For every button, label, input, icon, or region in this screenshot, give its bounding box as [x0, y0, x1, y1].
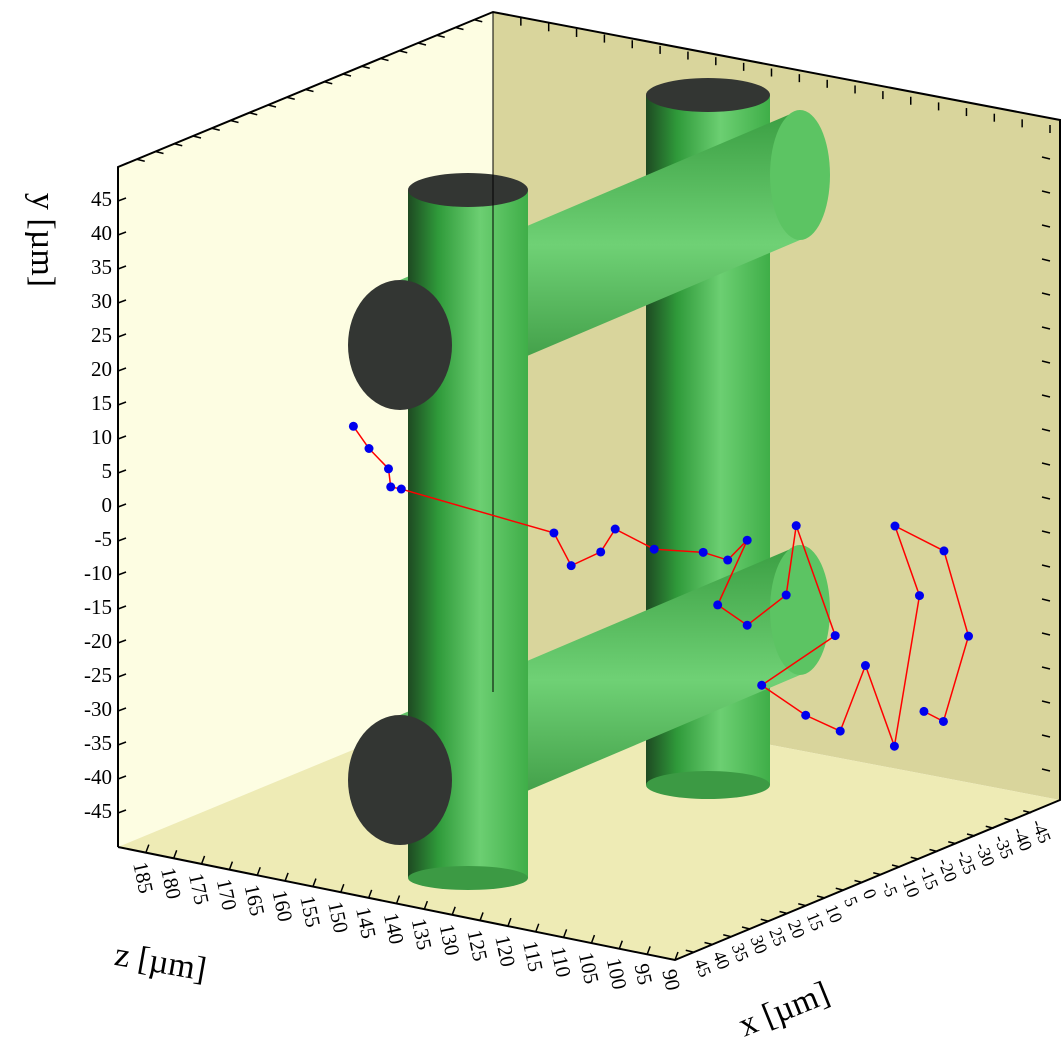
z-tick-label: 95: [630, 961, 658, 987]
z-tick-label: 100: [602, 956, 632, 992]
z-tick-label: 90: [657, 967, 685, 993]
trajectory-point: [611, 525, 620, 534]
y-tick-label: -20: [84, 629, 112, 653]
y-tick-label: -25: [84, 663, 112, 687]
trajectory-point: [890, 742, 899, 751]
trajectory-point: [861, 661, 870, 670]
z-tick-label: 125: [462, 928, 492, 964]
y-tick-label: -30: [84, 697, 112, 721]
y-tick-label: 25: [91, 323, 112, 347]
x-axis-label: x [µm]: [733, 975, 834, 1045]
y-axis-label: y [µm]: [24, 193, 61, 287]
y-tick-label: -5: [95, 527, 113, 551]
y-tick-label: -10: [84, 561, 112, 585]
z-tick-label: 180: [156, 865, 186, 901]
z-tick-label: 135: [407, 916, 437, 952]
trajectory-point: [919, 707, 928, 716]
trajectory-point: [549, 528, 558, 537]
trajectory-point: [364, 444, 373, 453]
z-tick-label: 105: [574, 950, 604, 986]
trajectory-point: [349, 422, 358, 431]
trajectory-point: [939, 717, 948, 726]
trajectory-point: [386, 482, 395, 491]
trajectory-point: [792, 521, 801, 530]
trajectory-point: [743, 536, 752, 545]
z-tick-label: 165: [240, 882, 270, 918]
z-tick-label: 170: [212, 877, 242, 913]
trajectory-point: [831, 631, 840, 640]
z-tick-label: 155: [295, 894, 325, 930]
trajectory-point: [964, 632, 973, 641]
y-tick-label: -45: [84, 799, 112, 823]
trajectory-point: [757, 681, 766, 690]
trajectory-point: [397, 485, 406, 494]
z-tick-label: 115: [518, 939, 548, 974]
y-tick-label: 35: [91, 255, 112, 279]
trajectory-point: [567, 561, 576, 570]
z-tick-label: 175: [184, 871, 214, 907]
y-tick-label: 45: [91, 187, 112, 211]
trajectory-point: [384, 464, 393, 473]
trajectory-point: [650, 545, 659, 554]
x-tick-label: 0: [859, 886, 881, 902]
x-tick-label: 5: [840, 894, 862, 910]
z-tick-label: 150: [323, 899, 353, 935]
z-tick-label: 145: [351, 905, 381, 941]
y-tick-label: -35: [84, 731, 112, 755]
z-tick-label: 110: [546, 944, 576, 979]
trajectory-point: [713, 600, 722, 609]
z-axis-label: z [µm]: [112, 936, 209, 988]
trajectory-point: [890, 522, 899, 531]
trajectory-point: [723, 556, 732, 565]
y-tick-label: 5: [102, 459, 113, 483]
z-tick-label: 160: [268, 888, 298, 924]
y-tick-label: 0: [102, 493, 113, 517]
trajectory-point: [801, 711, 810, 720]
trajectory-point: [836, 727, 845, 736]
y-tick-label: -40: [84, 765, 112, 789]
z-tick-label: 120: [490, 933, 520, 969]
y-tick-label: 15: [91, 391, 112, 415]
trajectory-point: [782, 591, 791, 600]
trajectory-point: [939, 546, 948, 555]
chart: y [µm] z [µm] x [µm] -45 -40 -35 -30 -25 -20 -…: [0, 0, 1064, 1056]
y-tick-label: -15: [84, 595, 112, 619]
z-tick-label: 140: [379, 911, 409, 947]
z-tick-label: 185: [128, 860, 158, 896]
trajectory-point: [915, 591, 924, 600]
trajectory-point: [699, 548, 708, 557]
y-tick-label: 40: [91, 221, 112, 245]
y-tick-label: 20: [91, 357, 112, 381]
y-tick-label: 10: [91, 425, 112, 449]
z-tick-label: 130: [435, 922, 465, 958]
trajectory-point: [743, 621, 752, 630]
trajectory-point: [596, 547, 605, 556]
y-tick-label: 30: [91, 289, 112, 313]
